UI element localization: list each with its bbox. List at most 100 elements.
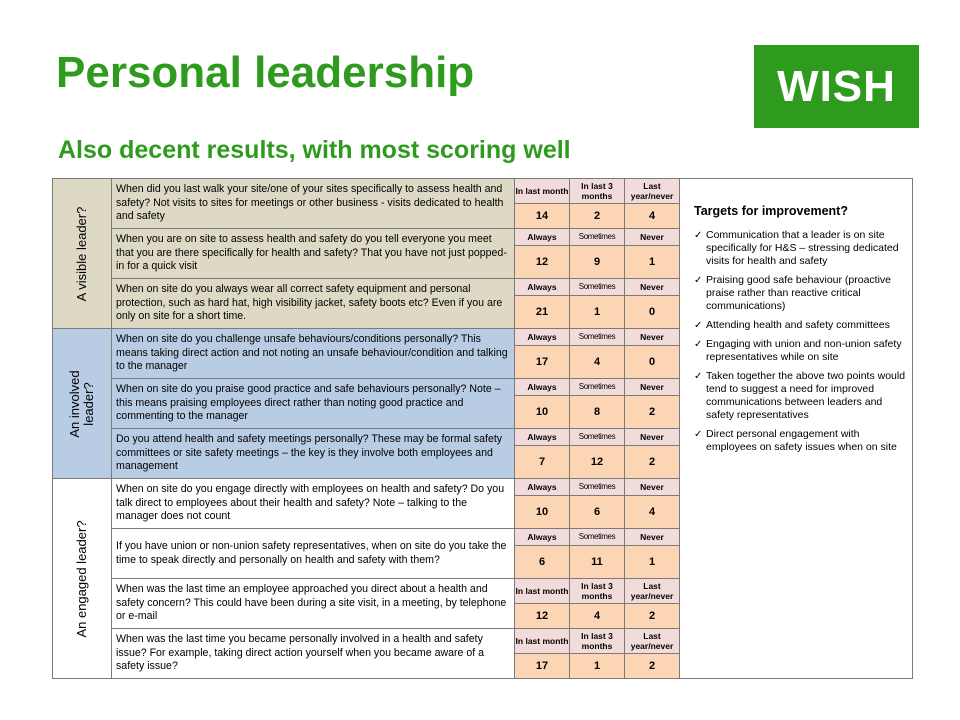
table-row: When on site do you praise good practice…	[53, 378, 913, 429]
answer-value: 6	[569, 495, 625, 529]
answer-value: 4	[569, 345, 625, 379]
answer-header: Always	[514, 278, 570, 296]
question-text: When on site do you challenge unsafe beh…	[111, 328, 515, 379]
table-row: 17 1 2	[53, 653, 913, 679]
answer-header: Never	[624, 328, 680, 346]
target-item: ✓ Taken together the above two points wou…	[694, 370, 906, 422]
wish-logo: WISH	[754, 45, 919, 128]
target-text: Engaging with union and non-union safety…	[706, 338, 902, 363]
answer-value: 4	[624, 495, 680, 529]
target-item: ✓ Engaging with union and non-union safet…	[694, 338, 906, 364]
checkmark-icon: ✓	[694, 339, 703, 350]
checkmark-icon: ✓	[694, 371, 703, 382]
question-text: When was the last time an employee appro…	[111, 578, 515, 629]
table-row: 21 1 0	[53, 295, 913, 329]
table-row: An engaged leader? When on site do you e…	[52, 478, 913, 679]
answer-value: 1	[569, 295, 625, 329]
answer-header: Sometimes	[569, 528, 625, 546]
answer-value: 4	[569, 603, 625, 629]
answer-value: 8	[569, 395, 625, 429]
target-text: Attending health and safety committees	[706, 319, 890, 331]
page-title: Personal leadership	[56, 48, 475, 97]
checkmark-icon: ✓	[694, 275, 703, 286]
target-item: ✓ Direct personal engagement with employe…	[694, 428, 906, 454]
answer-value: 0	[624, 295, 680, 329]
answer-value: 12	[514, 245, 570, 279]
answer-value: 2	[624, 653, 680, 679]
answer-header: Sometimes	[569, 328, 625, 346]
answer-header: Always	[514, 478, 570, 496]
answer-header: Always	[514, 228, 570, 246]
answer-value: 2	[569, 203, 625, 229]
table-row: 7 12 2	[53, 445, 913, 479]
question-text: When you are on site to assess health an…	[111, 228, 515, 279]
answer-value: 2	[624, 395, 680, 429]
answer-value: 21	[514, 295, 570, 329]
answer-header: Always	[514, 378, 570, 396]
target-text: Direct personal engagement with employee…	[706, 428, 897, 453]
page-subtitle: Also decent results, with most scoring w…	[58, 136, 571, 164]
section-label-text: An engaged leader?	[74, 519, 89, 638]
table-row: 12 4 2	[53, 603, 913, 629]
question-text: If you have union or non-union safety re…	[111, 528, 515, 579]
target-item: ✓ Attending health and safety committees	[694, 319, 906, 332]
answer-header: Never	[624, 528, 680, 546]
answer-header: In last 3 months	[569, 178, 625, 204]
answer-value: 0	[624, 345, 680, 379]
target-text: Communication that a leader is on site s…	[706, 229, 899, 267]
table-row: 17 4 0	[53, 345, 913, 379]
answer-value: 1	[624, 245, 680, 279]
answer-header: In last month	[514, 628, 570, 654]
table-row: When was the last time you became person…	[53, 628, 913, 679]
question-text: Do you attend health and safety meetings…	[111, 428, 515, 479]
table-row: 6 11 1	[53, 545, 913, 579]
question-text: When did you last walk your site/one of …	[111, 178, 515, 229]
target-item: ✓ Communication that a leader is on site …	[694, 229, 906, 268]
checkmark-icon: ✓	[694, 320, 703, 331]
targets-panel: Targets for improvement? ✓ Communication …	[679, 178, 913, 679]
answer-header: Never	[624, 228, 680, 246]
answer-value: 7	[514, 445, 570, 479]
section-label-text: An involved leader?	[67, 369, 96, 438]
question-text: When on site do you always wear all corr…	[111, 278, 515, 329]
answer-header: Always	[514, 328, 570, 346]
answer-header: Last year/never	[624, 628, 680, 654]
section-label-visible: A visible leader?	[52, 178, 112, 329]
targets-title: Targets for improvement?	[694, 204, 848, 218]
section-label-involved: An involved leader?	[52, 328, 112, 479]
logo-text: WISH	[777, 61, 896, 111]
answer-value: 4	[624, 203, 680, 229]
survey-table: A visible leader? When did you last walk…	[52, 178, 913, 679]
section-label-text: A visible leader?	[74, 206, 89, 301]
answer-value: 11	[569, 545, 625, 579]
target-text: Praising good safe behaviour (proactive …	[706, 274, 892, 312]
answer-value: 12	[514, 603, 570, 629]
table-row: When you are on site to assess health an…	[53, 228, 913, 279]
answer-header: Sometimes	[569, 478, 625, 496]
target-text: Taken together the above two points woul…	[706, 370, 906, 421]
answer-value: 17	[514, 345, 570, 379]
question-text: When was the last time you became person…	[111, 628, 515, 679]
question-text: When on site do you engage directly with…	[111, 478, 515, 529]
table-row: A visible leader? When did you last walk…	[52, 178, 913, 679]
checkmark-icon: ✓	[694, 429, 703, 440]
table-row: When on site do you always wear all corr…	[53, 278, 913, 329]
answer-header: In last 3 months	[569, 628, 625, 654]
answer-header: In last 3 months	[569, 578, 625, 604]
answer-value: 1	[569, 653, 625, 679]
table-row: 12 9 1	[53, 245, 913, 279]
answer-value: 10	[514, 395, 570, 429]
question-text: When on site do you praise good practice…	[111, 378, 515, 429]
answer-header: Last year/never	[624, 178, 680, 204]
answer-value: 14	[514, 203, 570, 229]
answer-header: Always	[514, 528, 570, 546]
table-row: 14 2 4	[53, 203, 913, 229]
answer-header: In last month	[514, 178, 570, 204]
answer-value: 12	[569, 445, 625, 479]
answer-header: Sometimes	[569, 378, 625, 396]
answer-header: Sometimes	[569, 228, 625, 246]
table-row: 10 8 2	[53, 395, 913, 429]
answer-header: Sometimes	[569, 278, 625, 296]
answer-header: In last month	[514, 578, 570, 604]
answer-header: Sometimes	[569, 428, 625, 446]
